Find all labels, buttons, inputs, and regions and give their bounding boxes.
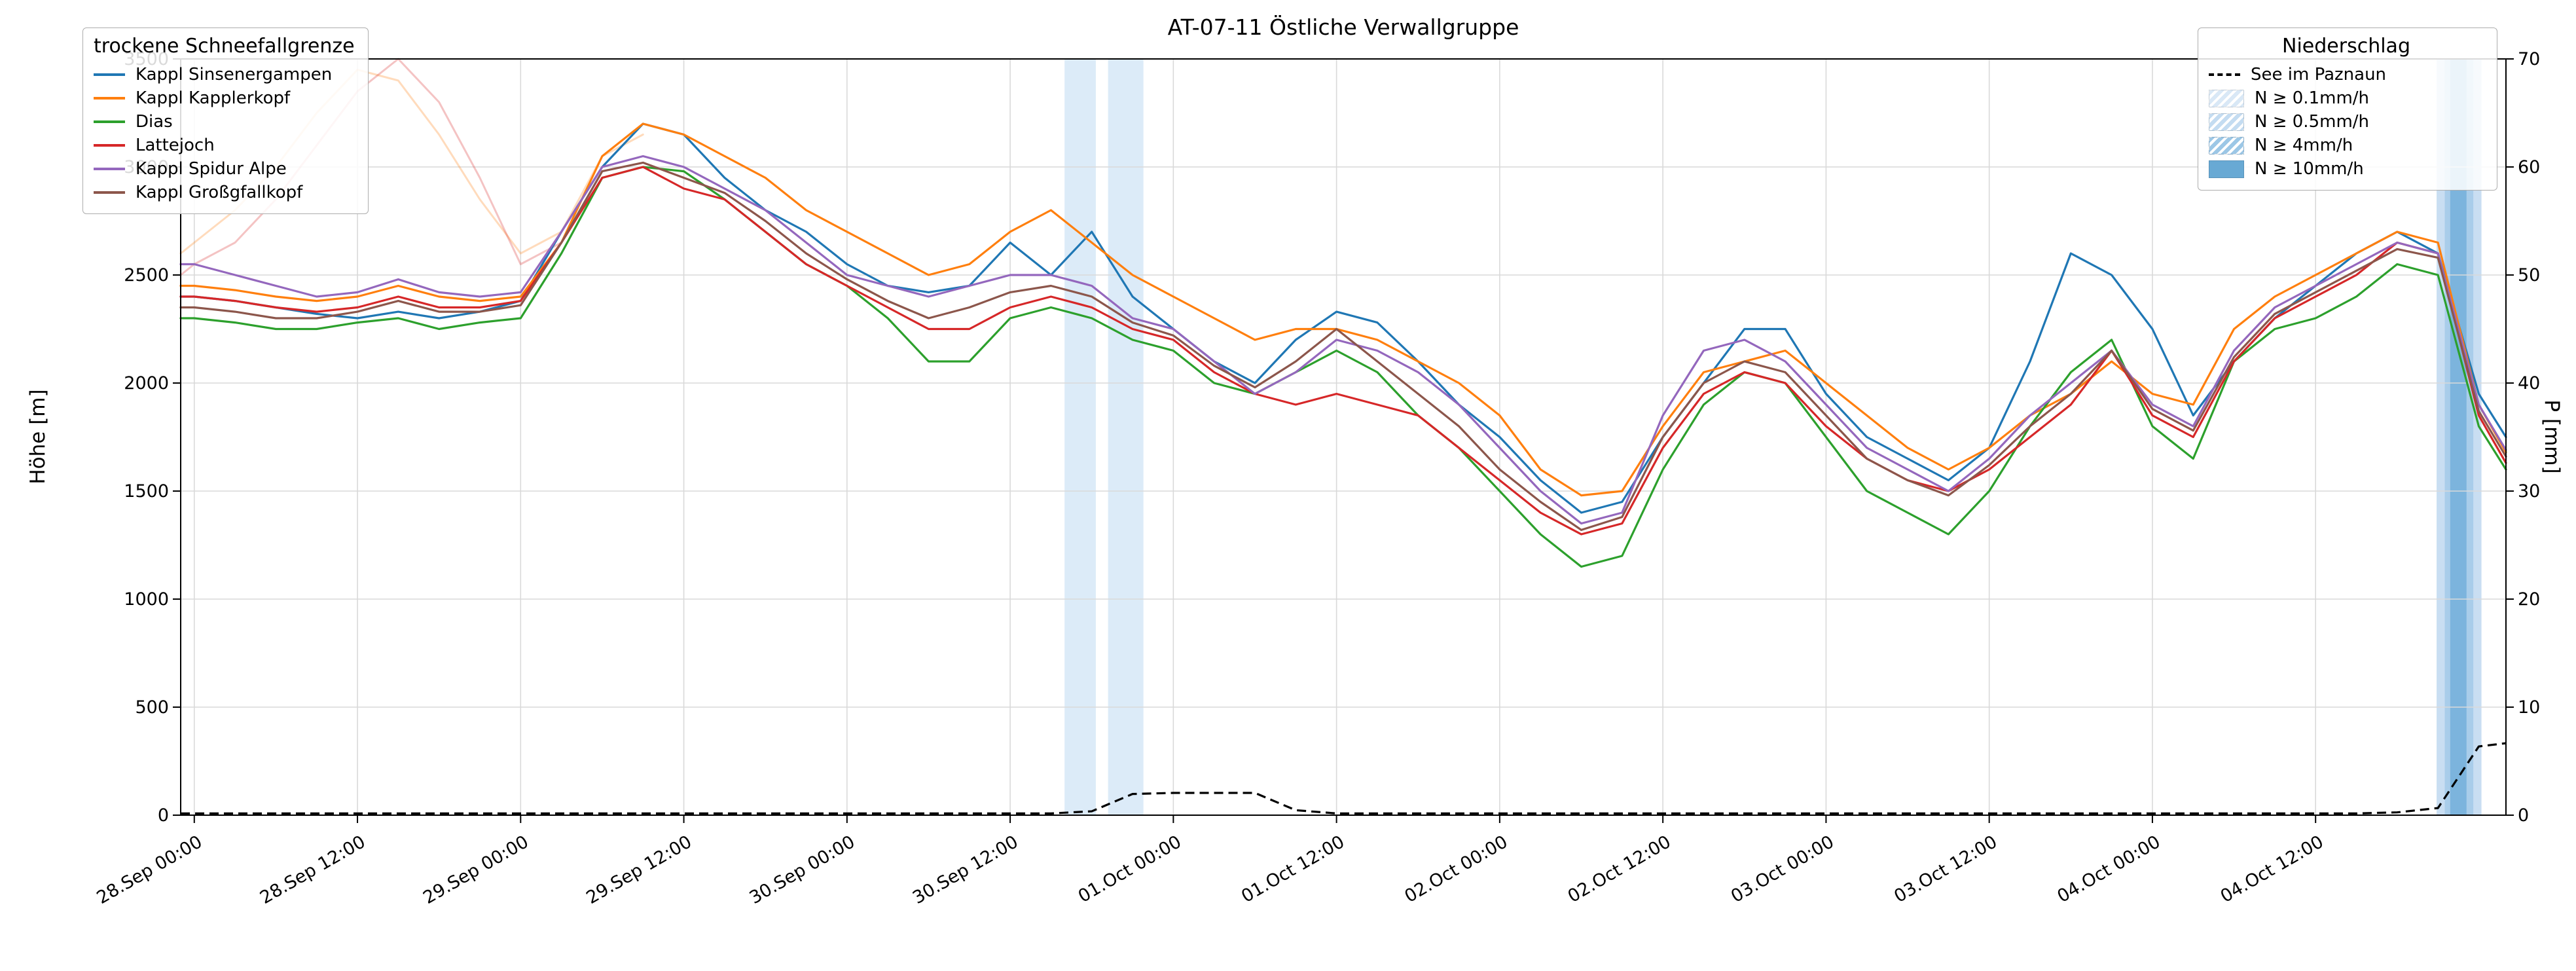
legend-entry-n-10mm-h: N ≥ 10mm/h xyxy=(2209,157,2484,181)
y-right-tick-label: 60 xyxy=(2518,157,2540,177)
legend-precip-entries: See im Paznaun N ≥ 0.1mm/h N ≥ 0.5mm/h N ≥ … xyxy=(2209,63,2484,181)
series-line-kappl-kapplerkopf xyxy=(179,122,2507,497)
legend-entry-label: See im Paznaun xyxy=(2251,65,2387,84)
legend-entry-label: Kappl Kapplerkopf xyxy=(136,88,291,108)
y-right-tick-label: 0 xyxy=(2518,805,2529,826)
y-right-tick-label: 20 xyxy=(2518,589,2540,610)
chart-title: AT-07-11 Östliche Verwallgruppe xyxy=(1167,14,1519,40)
x-tick-label: 30.Sep 00:00 xyxy=(746,832,859,908)
legend-entry-label: Kappl Sinsenergampen xyxy=(136,65,333,84)
y-left-tick-label: 1000 xyxy=(124,589,169,610)
y-left-tick-label: 2500 xyxy=(124,265,169,285)
precip-band-0.1 xyxy=(1064,59,1096,815)
legend-entry-dias: Dias xyxy=(94,110,355,134)
legend-snowline: trockene Schneefallgrenze Kappl Sinsener… xyxy=(82,27,369,214)
x-tick-label: 03.Oct 12:00 xyxy=(1891,832,2001,907)
x-tick-label: 28.Sep 12:00 xyxy=(257,832,369,908)
series-line-dias xyxy=(179,166,2507,568)
legend-entry-label: Dias xyxy=(136,112,173,132)
x-tick-label: 29.Sep 12:00 xyxy=(583,832,695,908)
legend-entry-label: Kappl Spidur Alpe xyxy=(136,159,287,179)
x-tick-label: 02.Oct 12:00 xyxy=(1565,832,1675,907)
precip-band-0.1 xyxy=(1108,59,1144,815)
legend-entry-label: N ≥ 4mm/h xyxy=(2255,136,2353,155)
y-right-tick-label: 10 xyxy=(2518,697,2540,718)
legend-precip: Niederschlag See im Paznaun N ≥ 0.1mm/h N … xyxy=(2198,27,2497,191)
legend-dash-swatch xyxy=(2209,73,2240,76)
x-tick-label: 02.Oct 00:00 xyxy=(1401,832,1511,907)
y-left-tick-label: 1500 xyxy=(124,481,169,502)
legend-entry-n-0-1mm-h: N ≥ 0.1mm/h xyxy=(2209,86,2484,110)
legend-snowline-title: trockene Schneefallgrenze xyxy=(94,35,355,58)
y-right-tick-label: 70 xyxy=(2518,49,2540,69)
legend-line-swatch xyxy=(94,144,125,147)
legend-snowline-entries: Kappl Sinsenergampen Kappl Kapplerkopf Dia… xyxy=(94,63,355,204)
legend-entry-lattejoch: Lattejoch xyxy=(94,134,355,157)
y-right-tick-label: 40 xyxy=(2518,373,2540,394)
x-tick-label: 04.Oct 00:00 xyxy=(2054,832,2164,907)
x-tick-label: 29.Sep 00:00 xyxy=(420,832,532,908)
legend-entry-n-4mm-h: N ≥ 4mm/h xyxy=(2209,134,2484,157)
series-line-lattejoch xyxy=(179,166,2507,536)
legend-line-swatch xyxy=(94,120,125,123)
y-right-tick-label: 50 xyxy=(2518,265,2540,285)
x-tick-label: 03.Oct 00:00 xyxy=(1728,832,1838,907)
legend-entry-label: N ≥ 0.1mm/h xyxy=(2255,88,2370,108)
legend-patch-swatch xyxy=(2209,89,2244,107)
legend-entry-kappl-gro-gfallkopf: Kappl Großgfallkopf xyxy=(94,181,355,204)
legend-entry-kappl-sinsenergampen: Kappl Sinsenergampen xyxy=(94,63,355,86)
legend-entry-see-im-paznaun: See im Paznaun xyxy=(2209,63,2484,86)
legend-entry-n-0-5mm-h: N ≥ 0.5mm/h xyxy=(2209,110,2484,134)
legend-entry-label: N ≥ 0.5mm/h xyxy=(2255,112,2370,132)
legend-patch-swatch xyxy=(2209,113,2244,131)
series-line-kappl-sinsenergampen xyxy=(179,122,2507,514)
legend-line-swatch xyxy=(94,73,125,76)
legend-entry-label: N ≥ 10mm/h xyxy=(2255,159,2364,179)
x-tick-label: 30.Sep 12:00 xyxy=(909,832,1022,908)
legend-line-swatch xyxy=(94,191,125,194)
y-left-tick-label: 2000 xyxy=(124,373,169,394)
legend-precip-title: Niederschlag xyxy=(2282,35,2410,58)
y-left-tick-label: 0 xyxy=(158,805,169,826)
axes-spines xyxy=(180,58,2507,816)
legend-patch-swatch xyxy=(2209,160,2244,178)
legend-entry-label: Lattejoch xyxy=(136,136,215,155)
series-line-kappl-gro-gfallkopf xyxy=(179,161,2507,532)
x-tick-label: 04.Oct 12:00 xyxy=(2217,832,2327,907)
legend-line-swatch xyxy=(94,97,125,100)
y-right-tick-label: 30 xyxy=(2518,481,2540,502)
x-tick-label: 01.Oct 12:00 xyxy=(1238,832,1348,907)
legend-entry-kappl-kapplerkopf: Kappl Kapplerkopf xyxy=(94,86,355,110)
legend-line-swatch xyxy=(94,168,125,170)
x-tick-label: 01.Oct 00:00 xyxy=(1075,832,1185,907)
y-left-tick-label: 500 xyxy=(135,697,169,718)
legend-entry-label: Kappl Großgfallkopf xyxy=(136,183,303,202)
legend-patch-swatch xyxy=(2209,136,2244,155)
x-tick-label: 28.Sep 00:00 xyxy=(94,832,206,908)
precip-line-see-im-paznaun xyxy=(181,742,2507,815)
legend-entry-kappl-spidur-alpe: Kappl Spidur Alpe xyxy=(94,157,355,181)
